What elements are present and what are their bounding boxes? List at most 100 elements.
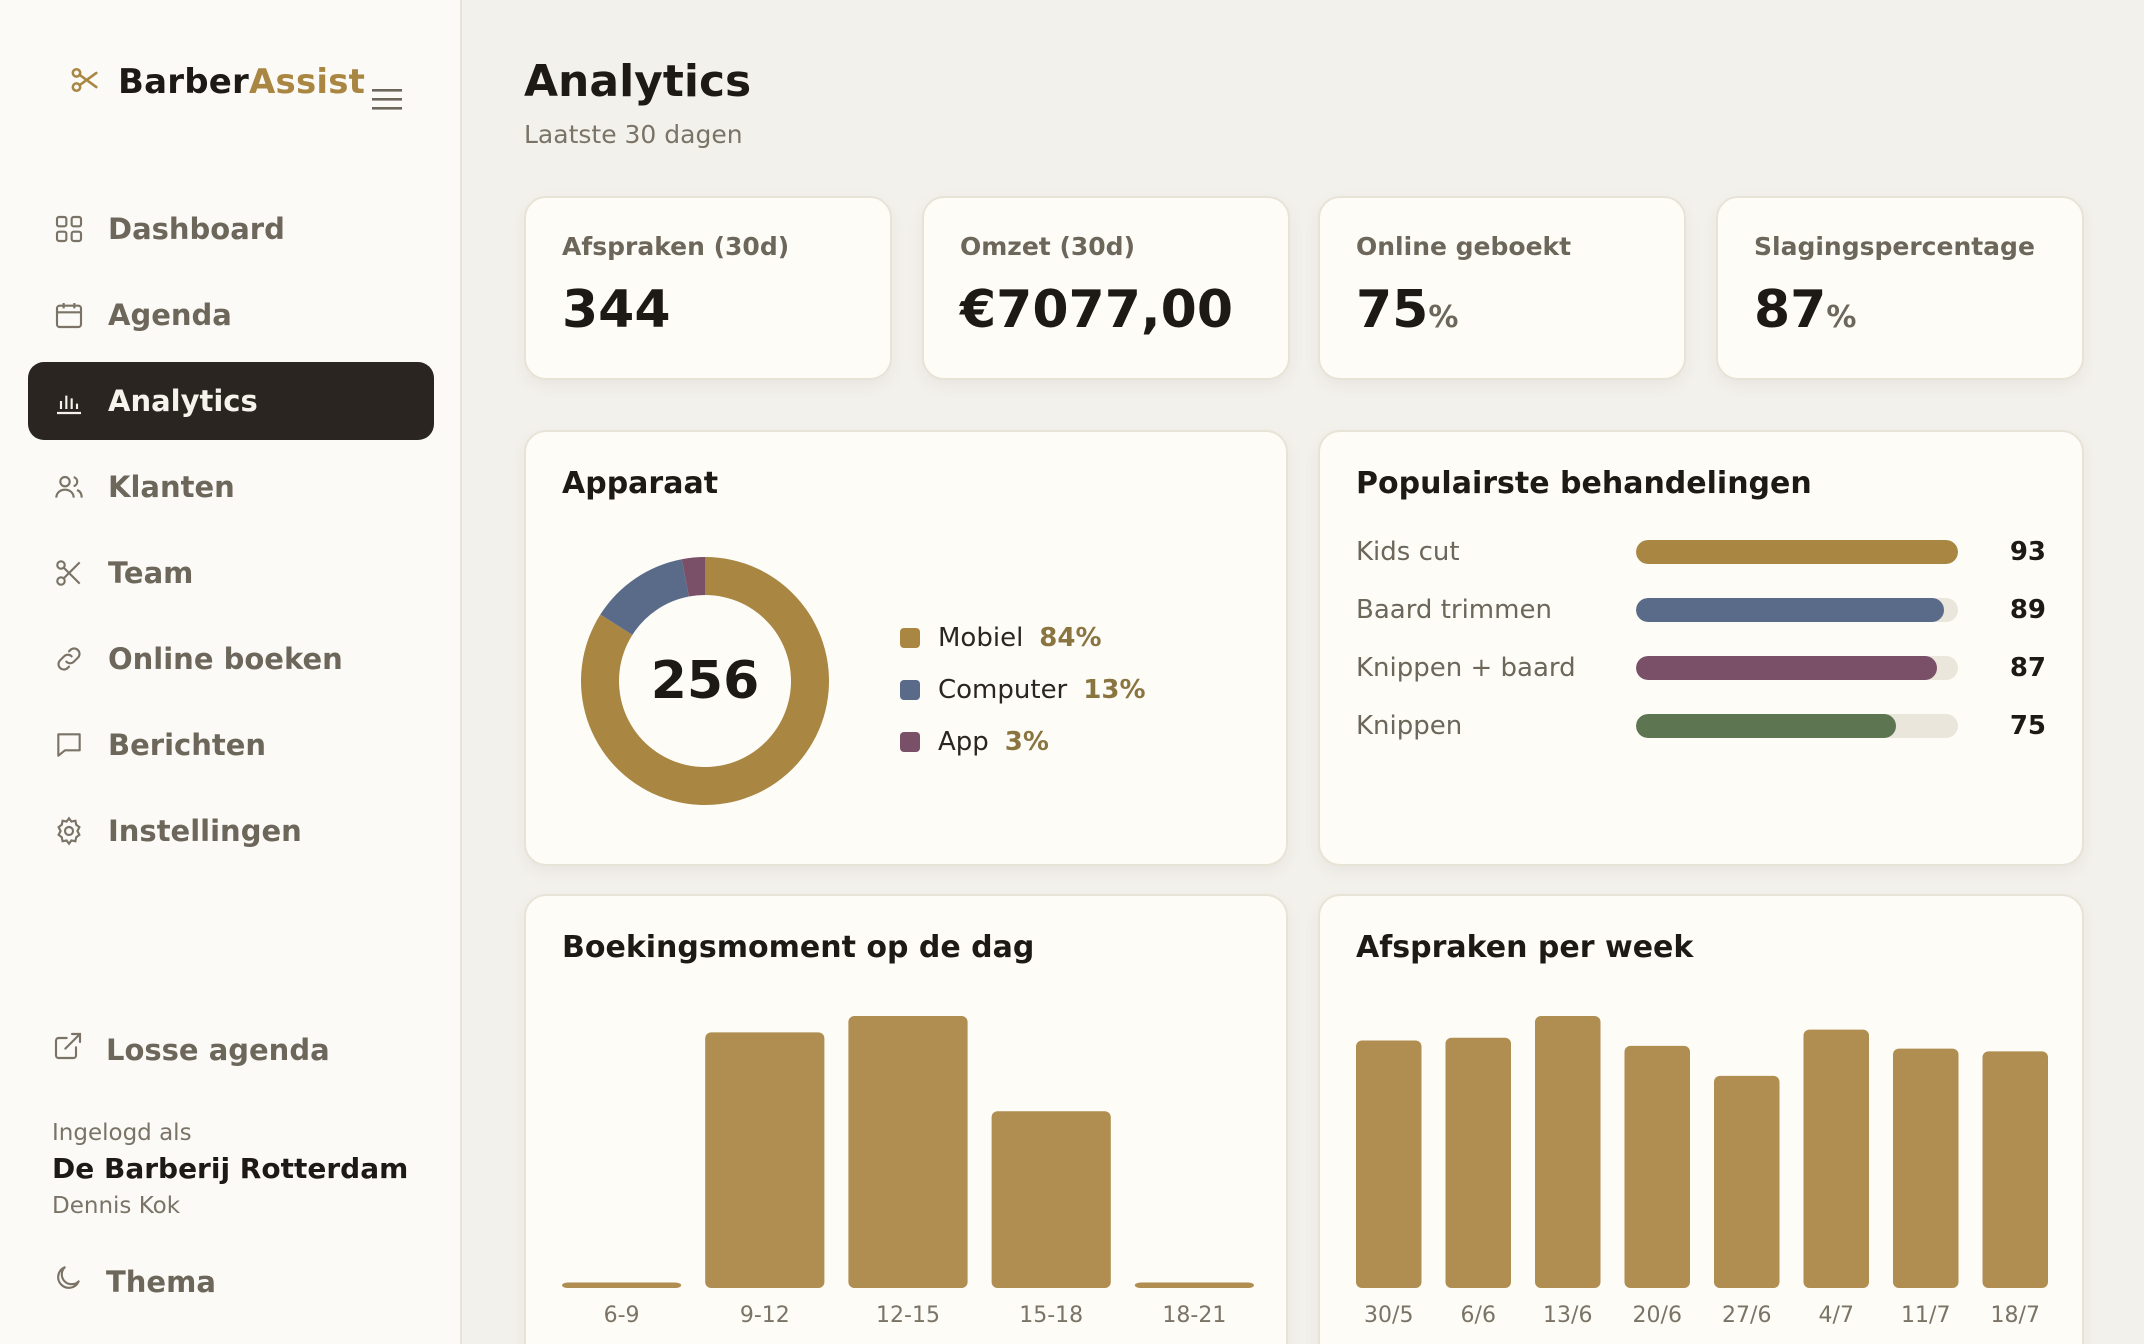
page-subtitle: Laatste 30 dagen (524, 120, 743, 149)
donut-slice-app[interactable] (681, 557, 705, 597)
popular-treatments-card: Populairste behandelingen Kids cut 93 Baar… (1318, 430, 2084, 866)
theme-label: Thema (106, 1264, 216, 1299)
stat-value: 344 (562, 280, 671, 340)
treatment-bar-fill (1636, 656, 1938, 680)
nav-label: Instellingen (108, 814, 302, 848)
weekly-card: Afspraken per week 30/5 6/6 13/6 20/6 27/6 4/… (1318, 894, 2084, 1344)
treatment-row: Baard trimmen 89 (1356, 590, 2046, 630)
treatment-name: Kids cut (1356, 537, 1460, 567)
device-card-title: Apparaat (562, 466, 719, 501)
treatment-bar-track (1636, 598, 1958, 622)
weekly-card-title: Afspraken per week (1356, 930, 1694, 965)
bar-chart-icon (52, 384, 86, 418)
x-tick-label: 15-18 (1019, 1303, 1083, 1328)
grid-icon (52, 212, 86, 246)
stat-card-omzet: Omzet (30d) €7077,00 (922, 196, 1290, 380)
stat-value: 87% (1754, 280, 1857, 340)
x-tick-label: 6-9 (604, 1303, 640, 1328)
bar-27/6[interactable] (1714, 1075, 1780, 1288)
bar-13/6[interactable] (1535, 1016, 1601, 1288)
menu-toggle-button[interactable] (370, 86, 406, 114)
booking-time-card-title: Boekingsmoment op de dag (562, 930, 1035, 965)
organization-name: De Barberij Rotterdam (52, 1152, 409, 1185)
moon-icon (52, 1262, 84, 1301)
losse-agenda-label: Losse agenda (106, 1032, 330, 1067)
nav-item-dashboard[interactable]: Dashboard (28, 190, 434, 268)
weekly-bar-chart: 30/5 6/6 13/6 20/6 27/6 4/7 11/7 18/7 (1356, 1016, 2049, 1328)
bar-30/5[interactable] (1356, 1040, 1422, 1288)
users-icon (52, 470, 86, 504)
hamburger-icon (372, 89, 402, 110)
device-card: Apparaat 256 Mobiel 84% Computer 13% App 3% (524, 430, 1288, 866)
logged-in-label: Ingelogd als (52, 1120, 192, 1146)
bar-15-18[interactable] (991, 1111, 1111, 1288)
treatment-row: Knippen 75 (1356, 706, 2046, 746)
treatment-row: Kids cut 93 (1356, 532, 2046, 572)
scissors-icon (52, 556, 86, 590)
x-tick-label: 4/7 (1819, 1303, 1854, 1328)
legend-label: Computer (938, 675, 1068, 705)
brand-logo[interactable]: BarberAssist (68, 62, 365, 102)
x-tick-label: 12-15 (876, 1303, 940, 1328)
nav-item-agenda[interactable]: Agenda (28, 276, 434, 354)
bar-9-12[interactable] (705, 1032, 825, 1288)
booking-time-card: Boekingsmoment op de dag 6-9 9-12 12-15 15-… (524, 894, 1288, 1344)
device-legend: Mobiel 84% Computer 13% App 3% (900, 612, 1146, 768)
bar-12-15[interactable] (848, 1016, 968, 1288)
treatment-row: Knippen + baard 87 (1356, 648, 2046, 688)
treatment-count: 93 (2009, 537, 2046, 567)
stat-value: €7077,00 (960, 280, 1234, 340)
legend-swatch (900, 680, 920, 700)
stat-label: Online geboekt (1356, 232, 1572, 261)
bar-20/6[interactable] (1624, 1045, 1691, 1288)
losse-agenda-link[interactable]: Losse agenda (52, 1030, 330, 1069)
treatment-bar-fill (1636, 540, 1958, 564)
logged-in-info: Ingelogd als De Barberij Rotterdam Denni… (52, 1120, 408, 1219)
nav-label: Analytics (108, 384, 258, 418)
treatment-bar-track (1636, 540, 1958, 564)
bar-6/6[interactable] (1445, 1037, 1512, 1288)
legend-percent: 84% (1039, 623, 1102, 653)
legend-swatch (900, 628, 920, 648)
x-tick-label: 13/6 (1543, 1303, 1592, 1328)
donut-slice-mobiel[interactable] (581, 557, 829, 805)
bar-18/7[interactable] (1982, 1051, 2049, 1288)
treatment-bar-track (1636, 714, 1958, 738)
nav-label: Team (108, 556, 194, 590)
page-title: Analytics (524, 56, 752, 107)
bar-11/7[interactable] (1893, 1048, 1959, 1288)
x-tick-label: 30/5 (1364, 1303, 1413, 1328)
nav-item-analytics[interactable]: Analytics (28, 362, 434, 440)
stat-value: 75% (1356, 280, 1459, 340)
nav-item-team[interactable]: Team (28, 534, 434, 612)
scissors-icon (68, 63, 102, 101)
legend-item-app: App 3% (900, 716, 1146, 768)
theme-toggle[interactable]: Thema (52, 1262, 216, 1301)
bar-18-21[interactable] (1134, 1282, 1254, 1288)
x-tick-label: 9-12 (740, 1303, 790, 1328)
link-icon (52, 642, 86, 676)
treatment-name: Baard trimmen (1356, 595, 1552, 625)
nav-label: Berichten (108, 728, 267, 762)
gear-icon (52, 814, 86, 848)
nav-label: Klanten (108, 470, 235, 504)
stat-label: Slagingspercentage (1754, 232, 2035, 261)
popular-card-title: Populairste behandelingen (1356, 466, 1812, 501)
nav-item-online-boeken[interactable]: Online boeken (28, 620, 434, 698)
donut-total: 256 (651, 651, 760, 711)
brand-name: BarberAssist (118, 62, 366, 102)
x-tick-label: 18-21 (1162, 1303, 1226, 1328)
nav-item-berichten[interactable]: Berichten (28, 706, 434, 784)
legend-item-mobiel: Mobiel 84% (900, 612, 1146, 664)
bar-6-9[interactable] (562, 1282, 682, 1288)
sidebar: BarberAssist Dashboard Agenda Analytics … (0, 0, 462, 1344)
bar-4/7[interactable] (1803, 1029, 1870, 1288)
nav-item-instellingen[interactable]: Instellingen (28, 792, 434, 870)
nav-item-klanten[interactable]: Klanten (28, 448, 434, 526)
x-tick-label: 6/6 (1461, 1303, 1496, 1328)
donut-slice-computer[interactable] (600, 559, 689, 635)
treatment-name: Knippen + baard (1356, 653, 1576, 683)
treatment-bar-track (1636, 656, 1958, 680)
stat-label: Afspraken (30d) (562, 232, 790, 261)
user-name: Dennis Kok (52, 1193, 181, 1219)
